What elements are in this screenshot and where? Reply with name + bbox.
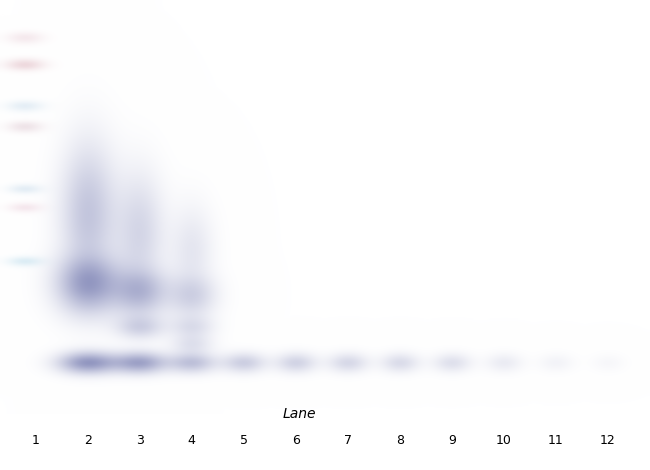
Text: 6: 6 <box>292 434 300 447</box>
Text: 3: 3 <box>136 434 144 447</box>
Text: 5: 5 <box>240 434 248 447</box>
Text: 12: 12 <box>600 434 616 447</box>
Text: 11: 11 <box>548 434 564 447</box>
Text: Lane: Lane <box>282 407 316 421</box>
Text: 7: 7 <box>344 434 352 447</box>
Text: 4: 4 <box>188 434 196 447</box>
Text: 2: 2 <box>84 434 92 447</box>
Text: 8: 8 <box>396 434 404 447</box>
Text: 9: 9 <box>448 434 456 447</box>
Text: 10: 10 <box>496 434 512 447</box>
Text: 1: 1 <box>32 434 40 447</box>
